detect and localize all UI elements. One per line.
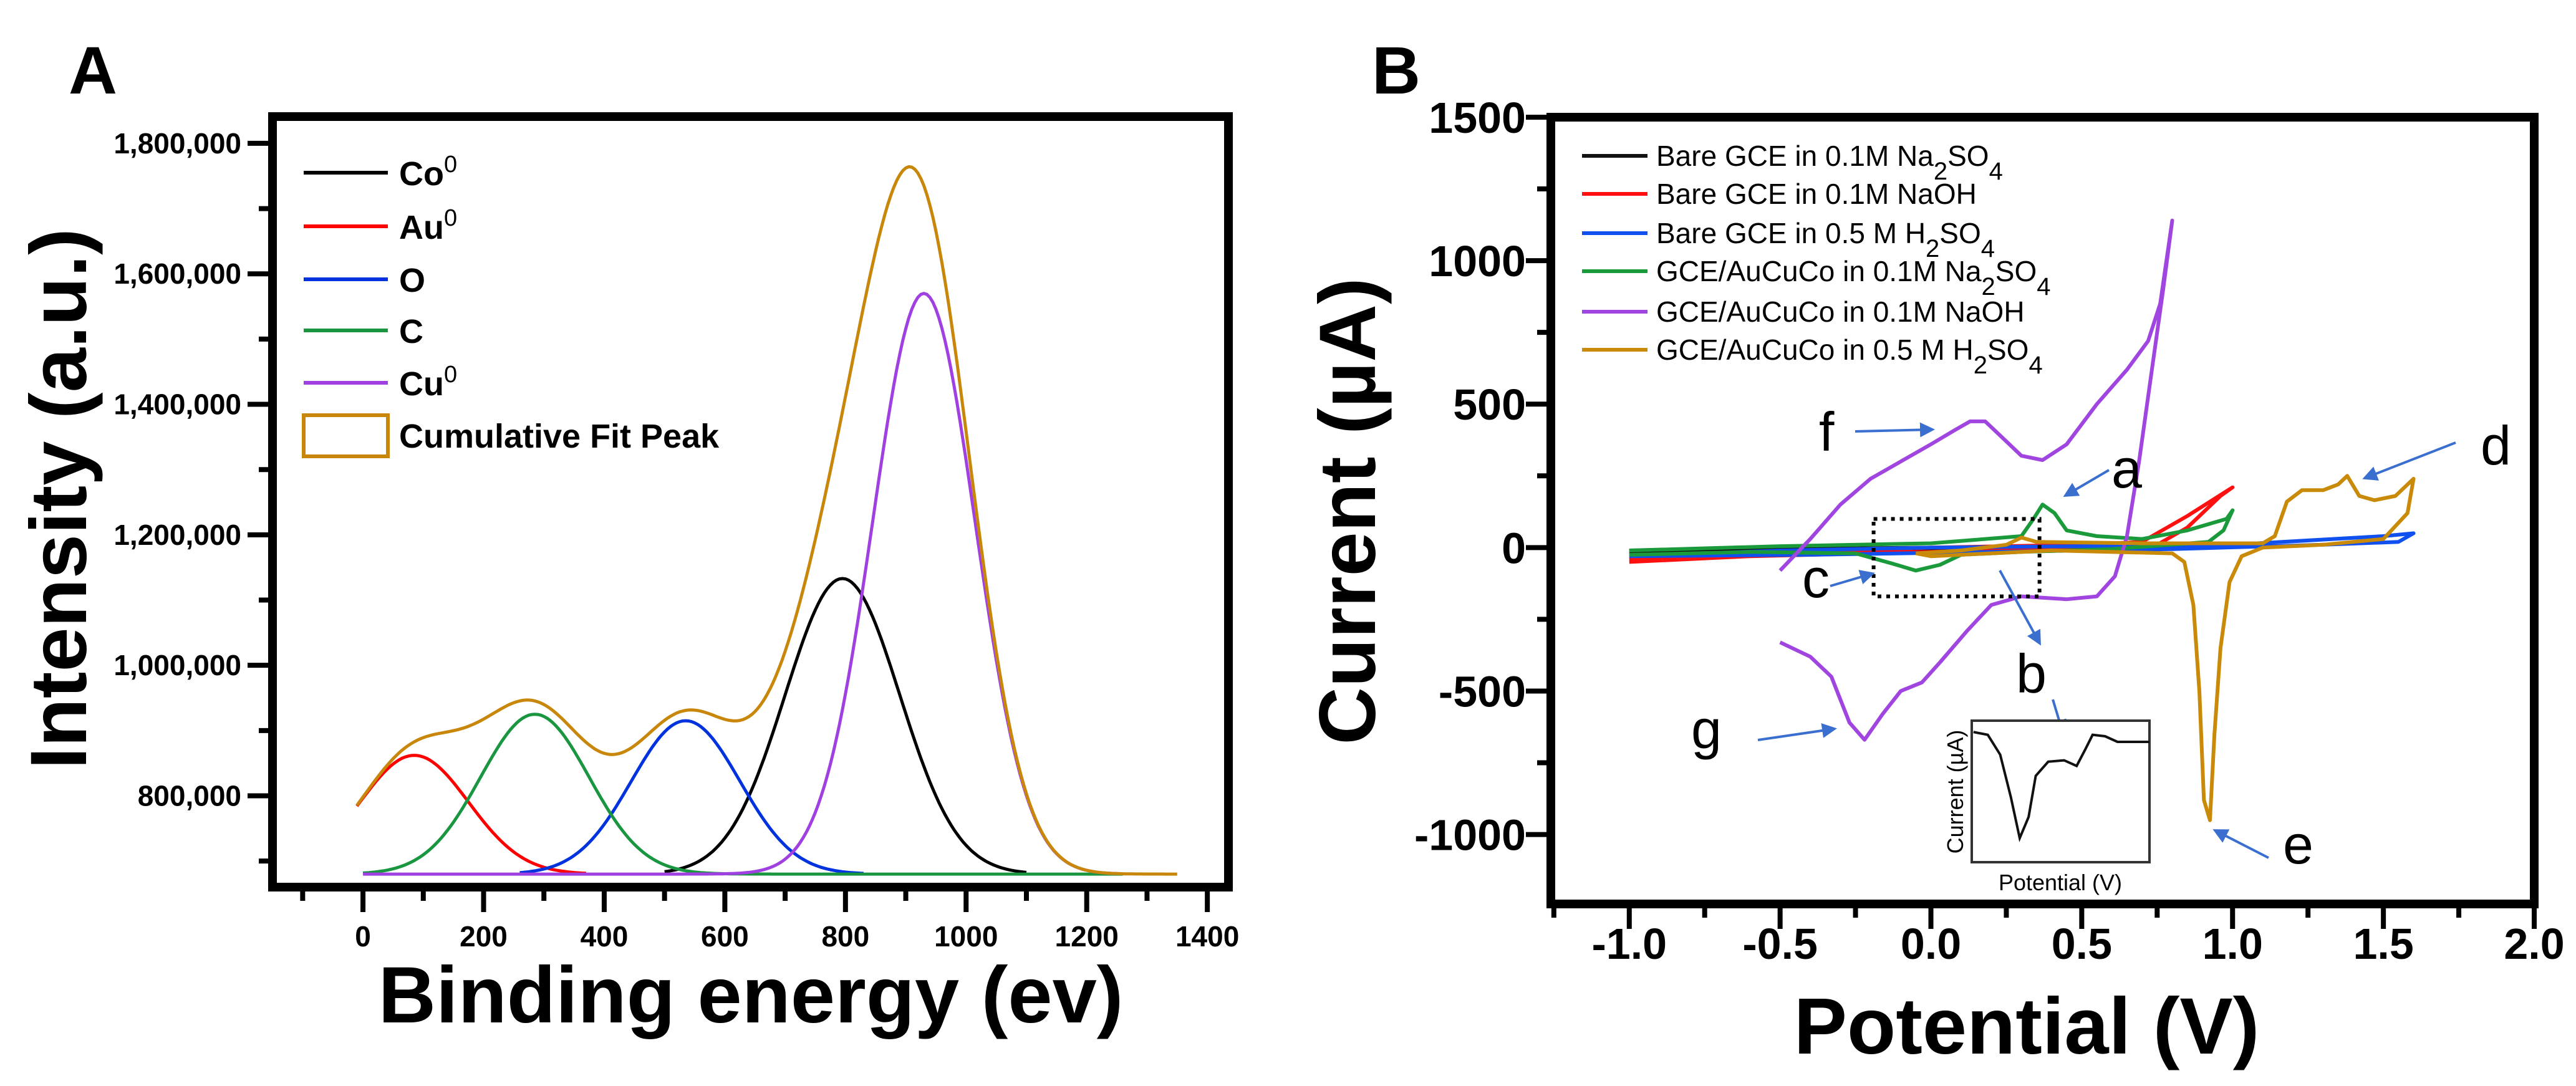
x-tick-label: 1.0 [2202,920,2263,968]
annotation-label-e: e [2283,814,2313,875]
legend-item: C [304,313,423,350]
legend-label: Bare GCE in 0.5 M H2SO4 [1656,217,1995,262]
annotation-arrow-f [1855,422,1935,438]
y-tick-label: 1000 [1429,237,1526,286]
series-line-5 [1915,474,2416,822]
series-line-co [664,577,1027,874]
legend-label: O [399,262,425,299]
x-tick-label: 400 [581,920,629,953]
annotation-arrow-g [1757,723,1837,741]
y-tick-label: 1500 [1429,94,1526,142]
legend-item: GCE/AuCuCo in 0.5 M H2SO4 [1582,334,2043,379]
annotation-arrow-c [1830,570,1875,587]
legend-item: Cumulative Fit Peak [302,413,720,458]
series-line-c [362,713,1123,876]
annotation-label-c: c [1802,547,1830,609]
annotation-label-a: a [2111,438,2142,499]
chart-a-y-axis-title: Intensity (a.u.) [14,228,104,769]
chart-a-x-axis-title: Binding energy (ev) [379,951,1124,1040]
legend-label: GCE/AuCuCo in 0.1M NaOH [1656,296,2025,328]
legend-label: GCE/AuCuCo in 0.1M Na2SO4 [1656,255,2051,300]
annotation-arrow-a [2063,469,2110,497]
legend-swatch-box [302,413,390,458]
series-line-au [355,754,587,875]
legend-item: Co0 [304,151,457,193]
legend-item: Bare GCE in 0.1M Na2SO4 [1582,140,2003,185]
inset-frame [1971,719,2151,863]
y-tick-label: -1000 [1414,811,1526,860]
legend-label: Au0 [399,205,457,246]
plot-frame [1546,113,2539,908]
y-tick-label: 800,000 [138,779,241,812]
x-tick-label: 1000 [934,920,998,953]
x-tick-label: 1.5 [2353,920,2413,968]
x-tick-label: -0.5 [1742,920,1818,968]
annotation-arrow-e [2212,829,2269,859]
legend-item: O [304,262,425,299]
x-tick-label: 800 [821,920,869,953]
y-tick-label: 1,000,000 [113,649,241,681]
chart-b: -1.0 -0.5 0.0 0.5 1.0 1.5 2.0 -1000 -500 0 500 1000… [1414,94,2565,968]
legend-label: Bare GCE in 0.1M NaOH [1656,178,1977,210]
legend-item: GCE/AuCuCo in 0.1M Na2SO4 [1582,255,2051,300]
y-tick-label: 1,400,000 [113,388,241,421]
series-line-cumulative-fit-peak [355,165,1177,876]
x-tick-label: 200 [460,920,508,953]
legend-item: Bare GCE in 0.1M NaOH [1582,178,1977,210]
chart-b-x-axis-title: Potential (V) [1794,982,2260,1071]
panel-label-a: A [69,32,117,108]
legend-item: Bare GCE in 0.5 M H2SO4 [1582,217,1995,262]
y-tick-label: -500 [1439,667,1526,716]
chart-b-y-axis-title: Current (µA) [1303,277,1392,744]
inset-y-label: Current (µA) [1942,730,1968,854]
annotation-label-d: d [2481,415,2511,476]
legend-label: Bare GCE in 0.1M Na2SO4 [1656,140,2003,185]
y-tick-label: 1,800,000 [113,127,241,160]
zoom-region-box [1871,517,2042,598]
panel-label-b: B [1372,32,1421,108]
legend-item: Au0 [304,205,457,246]
legend-item: GCE/AuCuCo in 0.1M NaOH [1582,296,2025,328]
x-tick-label: 600 [701,920,749,953]
plot-frame [268,112,1233,891]
legend-label: Co0 [399,151,457,193]
x-tick-label: 1400 [1175,920,1239,953]
legend-item: Cu0 [304,362,457,403]
x-tick-label: 0.0 [1901,920,1961,968]
x-tick-label: 1200 [1055,920,1119,953]
inset-x-label: Potential (V) [1999,870,2122,895]
series-line-3 [1629,502,2235,573]
y-tick-label: 1,600,000 [113,257,241,290]
legend-label: C [399,313,423,350]
legend-label: GCE/AuCuCo in 0.5 M H2SO4 [1656,334,2043,379]
y-tick-label: 0 [1502,524,1526,572]
y-tick-label: 500 [1453,380,1526,429]
x-tick-label: 0.5 [2052,920,2112,968]
x-tick-label: -1.0 [1591,920,1667,968]
x-tick-label: 2.0 [2504,920,2564,968]
annotation-label-b: b [2016,643,2047,704]
y-tick-label: 1,200,000 [113,519,241,551]
annotation-label-g: g [1691,698,1722,760]
annotation-label-f: f [1819,401,1835,463]
chart-a: 0 200 400 600 800 1000 1200 1400 800,000 1,000,00… [113,112,1239,953]
series-line-4 [1778,218,2174,742]
annotation-arrow-d [2362,441,2456,481]
legend-label: Cumulative Fit Peak [399,418,720,455]
legend-label: Cu0 [399,362,457,403]
inset-curve [1973,731,2149,843]
annotation-arrow-b [1999,570,2041,646]
inset-chart: Potential (V) Current (µA) [1942,719,2151,895]
x-tick-label: 0 [355,920,371,953]
series-line-o [519,719,864,875]
